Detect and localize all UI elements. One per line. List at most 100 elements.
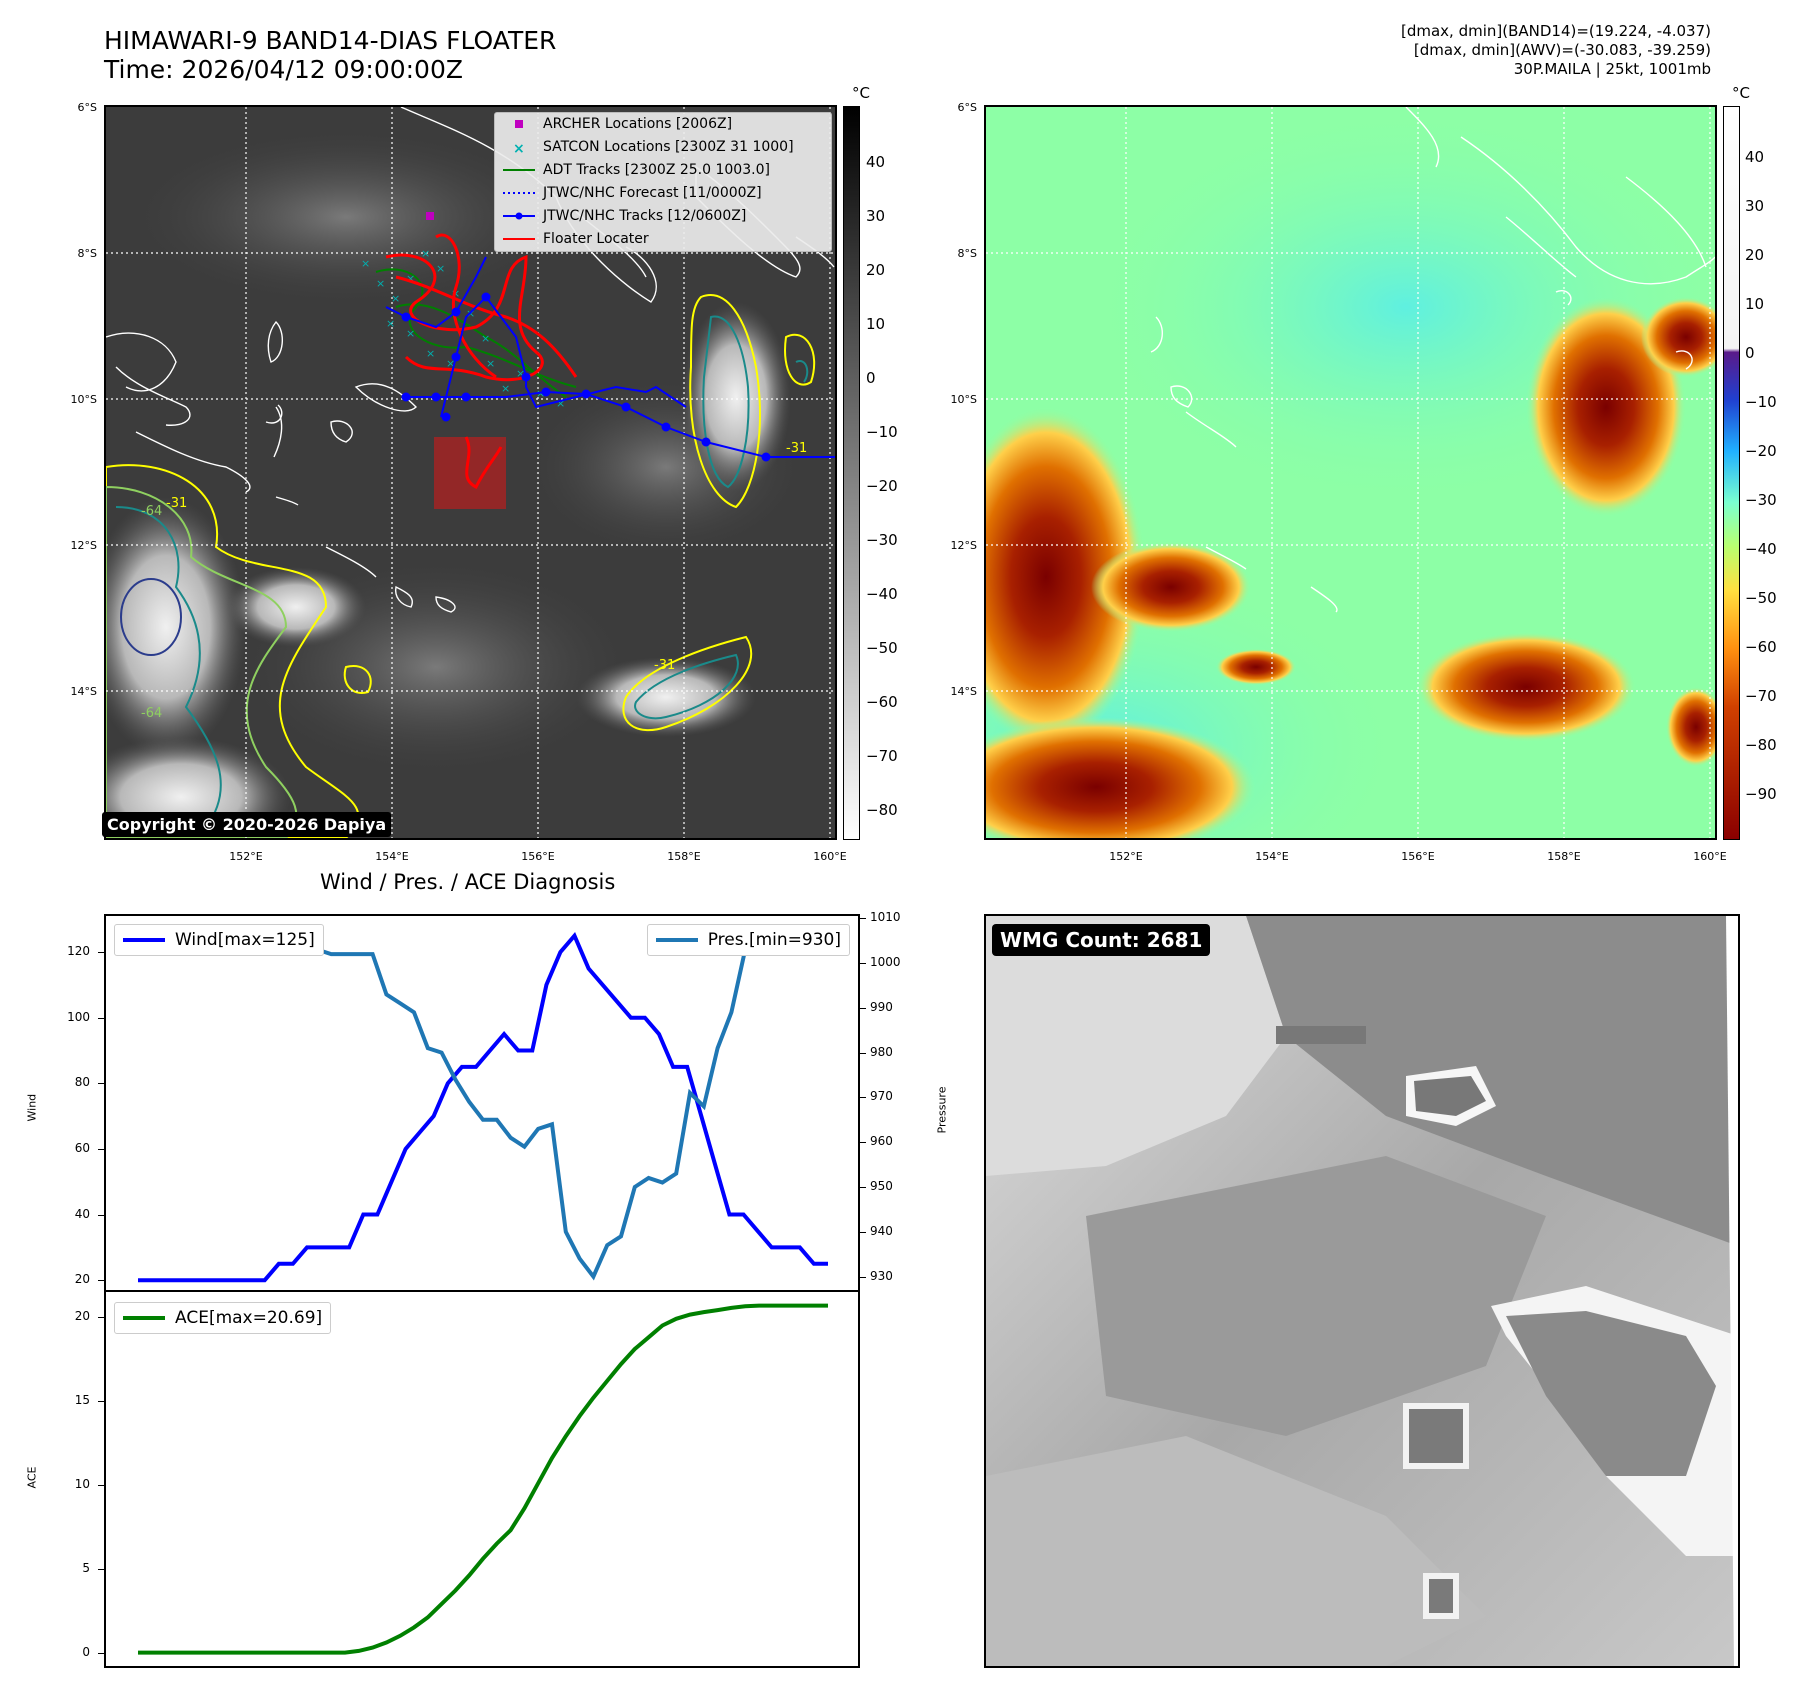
lon-label: 158°E: [1547, 850, 1581, 863]
lat-label: 8°S: [957, 247, 977, 260]
map-grid: [986, 107, 1715, 838]
coastline: [394, 585, 413, 608]
ace-axis-tick-mark: [98, 1317, 104, 1319]
coastline: [265, 404, 283, 424]
ir-colorbar-tick: −30: [866, 531, 898, 549]
ir-colorbar-tick: 20: [866, 261, 886, 279]
legend-archer: ARCHER Locations [2006Z]: [495, 113, 831, 136]
convection-area: [1091, 542, 1251, 632]
wind-axis-tick-mark: [98, 1083, 104, 1085]
stats-header: [dmax, dmin](BAND14)=(19.224, -4.037) [d…: [1401, 22, 1711, 79]
lat-label: 10°S: [950, 393, 977, 406]
contour-label: -64: [141, 504, 162, 519]
awv-colorbar-tick: 40: [1745, 148, 1765, 166]
ir-colorbar-tick: 40: [866, 153, 886, 171]
coastline: [135, 431, 251, 493]
contour-line: [634, 653, 739, 720]
awv-map-image: [986, 107, 1715, 838]
wind-legend: Wind[max=125]: [114, 924, 324, 956]
wmg-count-label: WMG Count: 2681: [992, 924, 1211, 956]
ace-axis-label: ACE: [25, 1466, 39, 1489]
pressure-axis-tick: 960: [870, 1134, 893, 1149]
svg-text:×: ×: [406, 327, 415, 340]
wind-axis-tick: 20: [74, 1272, 90, 1287]
ace-axis-tick-mark: [98, 1401, 104, 1402]
wmg-eye-region: [1414, 1076, 1486, 1116]
map-legend: ARCHER Locations [2006Z] × SATCON Locati…: [494, 112, 832, 252]
wind-axis-tick-mark: [98, 1214, 104, 1216]
contour-line: [689, 294, 761, 509]
wind-axis-tick-mark: [98, 1017, 104, 1019]
ace-axis-tick: 15: [74, 1393, 90, 1407]
ir-colorbar: [843, 106, 860, 840]
wmg-dark-patch: [1403, 1403, 1469, 1469]
pressure-legend: Pres.[min=930]: [646, 924, 850, 956]
lon-label: 156°E: [1401, 850, 1435, 863]
pressure-axis-tick: 980: [870, 1044, 893, 1059]
coastline: [1505, 216, 1577, 278]
contour-line: [702, 315, 750, 489]
svg-text:×: ×: [361, 257, 370, 270]
awv-colorbar-tick: −30: [1745, 491, 1777, 509]
wmg-dark-region: [1246, 916, 1738, 1246]
coastline: [1150, 316, 1163, 353]
pressure-axis-label: Pressure: [935, 1086, 949, 1134]
convection-area: [1416, 632, 1636, 742]
svg-text:×: ×: [501, 382, 510, 395]
pressure-axis-tick: 940: [870, 1223, 893, 1238]
contour-line: [115, 506, 222, 828]
convection-area: [106, 497, 246, 757]
svg-text:×: ×: [486, 357, 495, 370]
contour-line: [795, 360, 809, 383]
coastline: [330, 420, 353, 443]
awv-colorbar-tick: 30: [1745, 197, 1765, 215]
awv-colorbar-tick: −10: [1745, 393, 1777, 411]
convection-area: [681, 302, 791, 492]
svg-text:×: ×: [513, 141, 525, 157]
contour-line: [343, 665, 372, 694]
floater-locater: [385, 233, 578, 490]
pressure-axis-tick: 950: [870, 1178, 893, 1193]
legend-adt: ADT Tracks [2300Z 25.0 1003.0]: [503, 162, 770, 178]
ace-series-line: [138, 1303, 828, 1655]
pressure-axis-tick: 990: [870, 999, 893, 1014]
svg-text:×: ×: [446, 357, 455, 370]
coastline: [267, 320, 283, 363]
stats-awv: [dmax, dmin](AWV)=(-30.083, -39.259): [1413, 41, 1711, 59]
svg-text:×: ×: [376, 277, 385, 290]
awv-colorbar-tick: 0: [1745, 344, 1755, 362]
awv-colorbar-tick: −50: [1745, 589, 1777, 607]
legend-satcon: × SATCON Locations [2300Z 31 1000]: [513, 139, 794, 157]
awv-colorbar-tick: 10: [1745, 295, 1765, 313]
lat-label: 12°S: [70, 539, 97, 552]
wind-axis-tick-mark: [98, 1148, 104, 1150]
wind-series-line: [138, 931, 828, 1283]
awv-colorbar-tick: −80: [1745, 736, 1777, 754]
pressure-axis-tick: 1010: [870, 910, 901, 925]
awv-colorbar: [1723, 106, 1740, 840]
pressure-axis-tick-mark: [860, 1097, 866, 1099]
copyright-label: Copyright © 2020-2026 Dapiya: [102, 812, 392, 837]
awv-colorbar-tick: −20: [1745, 442, 1777, 460]
coastline: [115, 366, 191, 426]
lon-label: 160°E: [813, 850, 847, 863]
svg-text:×: ×: [516, 367, 525, 380]
coastline: [1170, 385, 1193, 408]
lon-label: 152°E: [1109, 850, 1143, 863]
ir-colorbar-tick: −10: [866, 423, 898, 441]
ir-colorbar-tick: −60: [866, 693, 898, 711]
wind-axis-tick: 120: [67, 944, 90, 959]
ace-chart: ACE[max=20.69]: [104, 1290, 860, 1668]
convection-area: [576, 657, 756, 737]
ir-map-image: -31 -64 -31 -64 -31: [106, 107, 835, 838]
lat-label: 12°S: [950, 539, 977, 552]
lon-label: 160°E: [1693, 850, 1727, 863]
figure-title: HIMAWARI-9 BAND14-DIAS FLOATER Time: 2026…: [104, 26, 557, 84]
lat-label: 8°S: [77, 247, 97, 260]
ace-axis-tick: 10: [74, 1476, 90, 1491]
awv-colorbar-tick: −70: [1745, 687, 1777, 705]
awv-colorbar-tick: 20: [1745, 246, 1765, 264]
archer-location: [426, 212, 434, 220]
pressure-axis-tick-mark: [860, 963, 866, 965]
coastline: [325, 546, 377, 578]
